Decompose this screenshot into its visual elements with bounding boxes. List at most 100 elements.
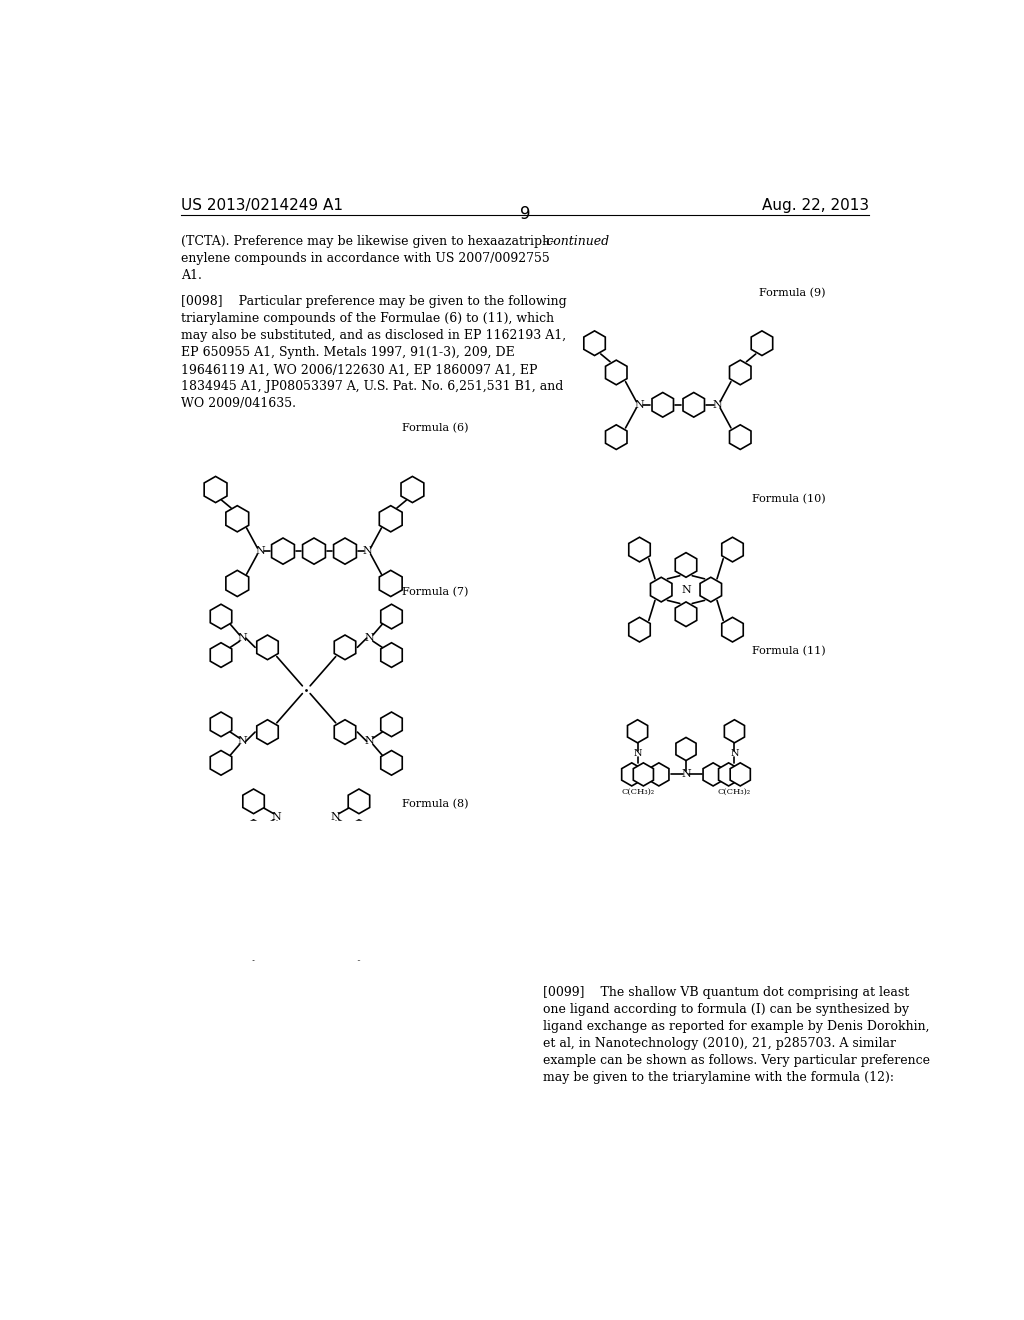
Polygon shape xyxy=(276,870,298,895)
Polygon shape xyxy=(257,635,279,660)
Polygon shape xyxy=(257,719,279,744)
Polygon shape xyxy=(722,537,743,562)
Bar xyxy=(174,821,484,960)
Polygon shape xyxy=(302,539,326,564)
Text: N: N xyxy=(362,546,373,556)
Polygon shape xyxy=(633,763,653,785)
Text: Formula (7): Formula (7) xyxy=(401,586,468,597)
Text: Formula (11): Formula (11) xyxy=(752,645,825,656)
Polygon shape xyxy=(271,539,295,564)
Polygon shape xyxy=(683,392,705,417)
Text: 9: 9 xyxy=(519,205,530,223)
Polygon shape xyxy=(381,605,402,628)
Polygon shape xyxy=(266,828,288,853)
Text: Formula (6): Formula (6) xyxy=(401,422,468,433)
Polygon shape xyxy=(334,635,355,660)
Text: N: N xyxy=(227,878,238,887)
Polygon shape xyxy=(204,477,227,503)
Polygon shape xyxy=(317,870,339,895)
Text: N: N xyxy=(272,927,282,937)
Text: N: N xyxy=(256,546,265,556)
Polygon shape xyxy=(243,936,264,960)
Polygon shape xyxy=(379,506,402,532)
Text: N: N xyxy=(633,750,642,758)
Text: N: N xyxy=(331,812,341,822)
Polygon shape xyxy=(675,553,696,577)
Polygon shape xyxy=(334,539,356,564)
Polygon shape xyxy=(401,477,424,503)
Text: N: N xyxy=(238,634,248,643)
Polygon shape xyxy=(675,602,696,627)
Text: N: N xyxy=(712,400,722,409)
Text: [0099]    The shallow VB quantum dot comprising at least
one ligand according to: [0099] The shallow VB quantum dot compri… xyxy=(543,986,930,1084)
Polygon shape xyxy=(628,719,647,743)
Polygon shape xyxy=(629,618,650,642)
Polygon shape xyxy=(379,570,402,597)
Text: N: N xyxy=(365,634,375,643)
Text: N: N xyxy=(681,770,691,779)
Text: \: \ xyxy=(313,896,317,909)
Polygon shape xyxy=(202,891,223,916)
Text: C(CH₃)₂: C(CH₃)₂ xyxy=(718,788,751,796)
Polygon shape xyxy=(325,828,346,853)
Polygon shape xyxy=(605,425,627,449)
Text: (TCTA). Preference may be likewise given to hexaazatriph-
enylene compounds in a: (TCTA). Preference may be likewise given… xyxy=(180,235,554,282)
Text: N: N xyxy=(331,927,341,937)
Polygon shape xyxy=(719,763,738,785)
Text: N: N xyxy=(681,585,691,594)
Text: Formula (8): Formula (8) xyxy=(401,799,468,809)
Polygon shape xyxy=(348,936,370,960)
Polygon shape xyxy=(729,425,751,449)
Polygon shape xyxy=(650,577,672,602)
Polygon shape xyxy=(366,849,387,873)
Polygon shape xyxy=(629,537,650,562)
Polygon shape xyxy=(325,896,346,921)
Polygon shape xyxy=(202,849,223,873)
Text: C(CH₃)₂: C(CH₃)₂ xyxy=(621,788,654,796)
Polygon shape xyxy=(210,643,231,668)
Polygon shape xyxy=(210,751,231,775)
Polygon shape xyxy=(348,789,370,813)
Polygon shape xyxy=(348,820,370,845)
Text: US 2013/0214249 A1: US 2013/0214249 A1 xyxy=(180,198,343,214)
Text: Formula (9): Formula (9) xyxy=(759,288,825,298)
Polygon shape xyxy=(266,896,288,921)
Polygon shape xyxy=(730,763,751,785)
Polygon shape xyxy=(649,763,669,785)
Polygon shape xyxy=(700,577,722,602)
Polygon shape xyxy=(676,738,696,760)
Text: N: N xyxy=(365,737,375,746)
Polygon shape xyxy=(652,392,674,417)
Polygon shape xyxy=(729,360,751,385)
Text: N: N xyxy=(272,812,282,822)
Text: /: / xyxy=(317,896,322,909)
Polygon shape xyxy=(381,711,402,737)
Polygon shape xyxy=(226,570,249,597)
Polygon shape xyxy=(381,643,402,668)
Text: Formula (10): Formula (10) xyxy=(752,494,825,504)
Polygon shape xyxy=(243,904,264,929)
Text: \: \ xyxy=(272,896,276,909)
Text: N: N xyxy=(635,400,644,409)
Polygon shape xyxy=(722,618,743,642)
Polygon shape xyxy=(703,763,723,785)
Text: N: N xyxy=(352,878,361,887)
Polygon shape xyxy=(243,789,264,813)
Text: N: N xyxy=(730,750,738,758)
Polygon shape xyxy=(381,751,402,775)
Polygon shape xyxy=(622,763,642,785)
Polygon shape xyxy=(724,719,744,743)
Polygon shape xyxy=(251,870,272,895)
Text: N: N xyxy=(238,737,248,746)
Polygon shape xyxy=(292,870,313,895)
Text: Aug. 22, 2013: Aug. 22, 2013 xyxy=(762,198,869,214)
Polygon shape xyxy=(243,820,264,845)
Polygon shape xyxy=(334,719,355,744)
Text: [0098]    Particular preference may be given to the following
triarylamine compo: [0098] Particular preference may be give… xyxy=(180,296,566,411)
Text: /: / xyxy=(276,896,281,909)
Text: -continued: -continued xyxy=(543,235,609,248)
Polygon shape xyxy=(584,331,605,355)
Polygon shape xyxy=(348,904,370,929)
Polygon shape xyxy=(605,360,627,385)
Polygon shape xyxy=(366,891,387,916)
